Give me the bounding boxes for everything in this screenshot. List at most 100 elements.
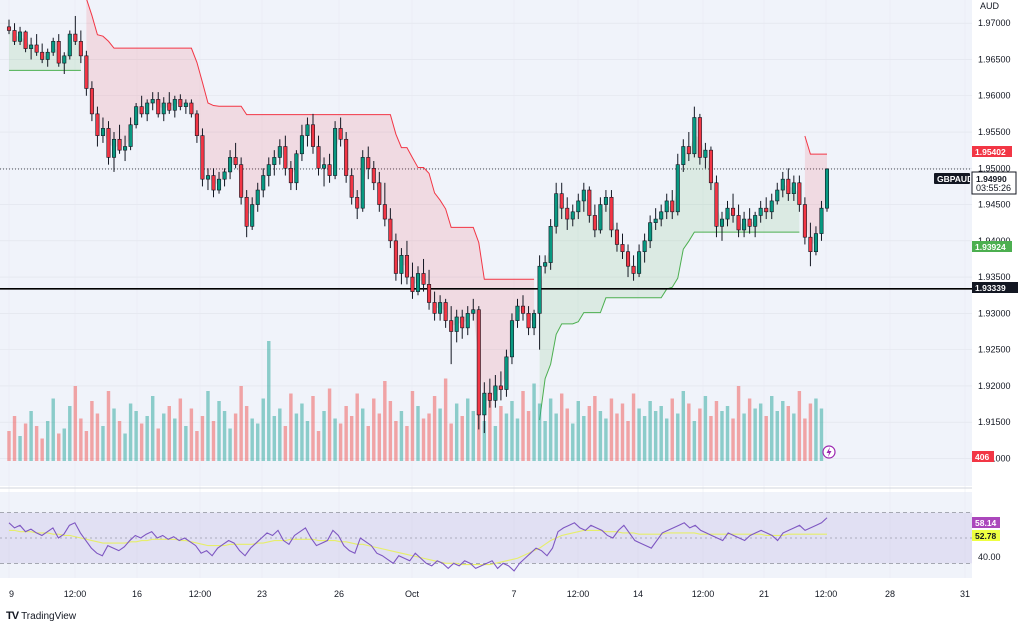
candle-down (764, 207, 769, 213)
volume-bar (289, 393, 293, 461)
horizontal-line-value: 1.93339 (975, 283, 1006, 293)
candle-up (813, 233, 818, 253)
volume-bar (349, 416, 354, 461)
candle-down (620, 244, 625, 253)
volume-bar (267, 341, 271, 461)
countdown-timer: 03:55:26 (976, 183, 1011, 193)
price-tick-label: 1.93500 (978, 272, 1011, 282)
candle-up (134, 106, 139, 126)
volume-bar (305, 421, 310, 461)
candle-down (521, 305, 526, 314)
candle-down (388, 218, 393, 242)
volume-bar (720, 411, 724, 461)
price-axis[interactable]: 1.97000 1.96500 1.96000 1.95500 1.95000 1.945… (978, 18, 1011, 463)
volume-bar (106, 391, 111, 461)
volume-bar (101, 426, 105, 461)
candle-up (554, 193, 559, 227)
candle-up (548, 226, 553, 263)
candle-up (305, 124, 310, 136)
volume-bars (7, 341, 824, 461)
volume-bar (355, 393, 359, 461)
candle-up (537, 265, 542, 314)
volume-bar (653, 411, 658, 461)
volume-bar (79, 418, 83, 461)
candle-up (543, 262, 548, 267)
candle-up (454, 316, 459, 332)
price-tick-label: 1.94000 (978, 236, 1011, 246)
candle-up (515, 305, 520, 321)
volume-bar (162, 413, 166, 461)
volume-bar (747, 398, 752, 461)
candle-down (587, 189, 592, 216)
time-tick-label: 26 (334, 589, 344, 599)
volume-bar (233, 413, 238, 461)
volume-bar (631, 393, 636, 461)
candle-down (786, 178, 791, 194)
candle-up (261, 175, 266, 191)
candle-up (45, 51, 50, 60)
price-tick-label: 1.95500 (978, 127, 1011, 137)
volume-bar (377, 413, 382, 461)
candle-down (106, 128, 111, 158)
volume-bar (449, 423, 453, 461)
volume-bar (261, 398, 265, 461)
candle-down (736, 215, 741, 231)
volume-bar (34, 426, 39, 461)
candle-up (294, 153, 299, 184)
volume-bar (184, 426, 188, 461)
candle-up (758, 207, 763, 216)
candle-up (648, 222, 653, 242)
volume-bar (68, 406, 72, 461)
candle-up (217, 178, 222, 191)
volume-bar (311, 396, 315, 461)
time-tick-label: 9 (9, 589, 14, 599)
price-tick-label: 1.91500 (978, 417, 1011, 427)
volume-bar (808, 403, 813, 461)
volume-bar (548, 398, 553, 461)
candle-down (731, 207, 736, 216)
candle-down (631, 265, 636, 274)
volume-bar (742, 413, 746, 461)
volume-bar (73, 386, 78, 461)
volume-bar (626, 421, 630, 461)
candle-down (239, 164, 244, 198)
candle-down (609, 197, 614, 231)
volume-bar (432, 396, 437, 461)
candle-down (139, 106, 144, 115)
candle-down (344, 138, 349, 176)
candle-up (753, 215, 758, 227)
volume-bar (372, 398, 376, 461)
candle-down (167, 102, 172, 111)
candle-up (653, 218, 658, 223)
volume-bar (139, 423, 144, 461)
candle-up (719, 218, 724, 227)
supertrend-lower-value: 1.93924 (975, 242, 1006, 252)
volume-bar (786, 406, 791, 461)
candle-up (266, 164, 271, 176)
time-tick-label: 23 (257, 589, 267, 599)
candle-up (576, 200, 581, 213)
horizontal-line-label: 1.93339 (972, 282, 1018, 293)
supertrend-down-fill (86, 0, 535, 405)
volume-bar (532, 383, 536, 461)
last-price-value: 1.94990 (976, 174, 1007, 184)
currency-label: AUD (980, 1, 1000, 11)
volume-bar (12, 416, 17, 461)
volume-bar (554, 413, 558, 461)
candle-up (255, 189, 260, 205)
volume-bar (18, 436, 22, 461)
volume-bar (537, 403, 542, 461)
candle-up (29, 44, 34, 49)
volume-bar (300, 403, 304, 461)
candle-down (382, 204, 387, 220)
volume-bar (775, 411, 779, 461)
volume-bar (582, 416, 586, 461)
candle-down (355, 197, 360, 209)
time-axis[interactable]: 9 12:00 16 12:00 23 26 Oct 7 12:00 14 12:00 21 12:00… (9, 589, 970, 599)
symbol-price-label: GBPAUD 1.94990 03:55:26 (934, 171, 1017, 195)
lightning-icon[interactable] (822, 445, 836, 459)
volume-bar (725, 406, 730, 461)
candle-down (78, 41, 83, 57)
volume-value: 406 (975, 452, 989, 462)
